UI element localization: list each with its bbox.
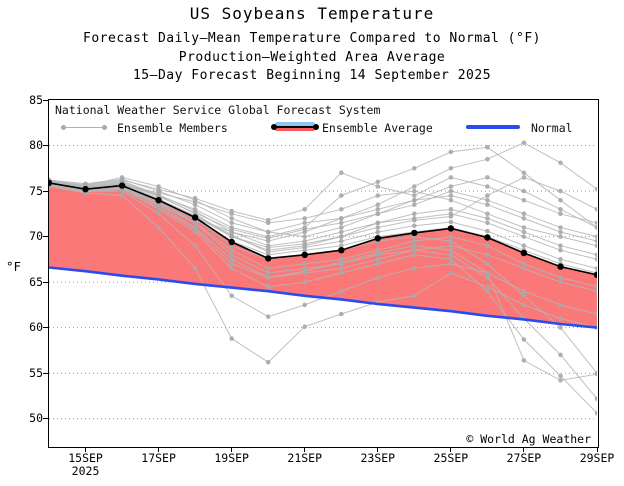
legend-source-label: National Weather Service Global Forecast… bbox=[55, 103, 381, 117]
x-tick-label: 17SEP bbox=[141, 451, 176, 465]
x-tick-mark bbox=[377, 446, 379, 452]
page-title: US Soybeans Temperature bbox=[189, 4, 435, 23]
plot-area bbox=[48, 99, 599, 448]
y-tick-label: 60 bbox=[29, 320, 43, 335]
x-tick-mark bbox=[231, 446, 233, 452]
x-tick-mark bbox=[523, 446, 525, 452]
y-tick-label: 85 bbox=[29, 92, 43, 107]
x-tick-label: 19SEP bbox=[214, 451, 249, 465]
temperature-chart bbox=[49, 140, 597, 420]
normal-line-icon bbox=[466, 125, 520, 129]
y-tick-mark bbox=[43, 327, 48, 329]
y-tick-mark bbox=[43, 236, 48, 238]
subtitle-period: 15–Day Forecast Beginning 14 September 2… bbox=[132, 68, 492, 83]
y-tick-mark bbox=[43, 145, 48, 147]
x-tick-mark bbox=[158, 446, 160, 452]
y-tick-mark bbox=[43, 372, 48, 374]
legend-ensemble-average-label: Ensemble Average bbox=[322, 121, 433, 135]
y-tick-label: 50 bbox=[29, 411, 43, 426]
y-tick-label: 55 bbox=[29, 365, 43, 380]
x-tick-label: 23SEP bbox=[360, 451, 396, 465]
x-tick-label: 15SEP bbox=[68, 451, 103, 465]
x-tick-label: 27SEP bbox=[506, 451, 542, 465]
x-tick-label: 21SEP bbox=[287, 451, 323, 465]
ensemble-members-line-icon bbox=[61, 122, 107, 132]
ensemble-average-band-icon bbox=[271, 121, 319, 133]
x-tick-label: 25SEP bbox=[433, 451, 469, 465]
legend-normal-label: Normal bbox=[531, 121, 573, 135]
y-tick-label: 75 bbox=[29, 183, 43, 198]
y-tick-mark bbox=[43, 281, 48, 283]
copyright-notice: © World Ag Weather bbox=[466, 432, 591, 446]
y-tick-label: 80 bbox=[29, 138, 43, 153]
y-tick-mark bbox=[43, 190, 48, 192]
y-tick-label: 65 bbox=[29, 274, 43, 289]
x-tick-label: 29SEP bbox=[579, 451, 615, 465]
subtitle-area: Production–Weighted Area Average bbox=[178, 50, 446, 65]
y-axis-unit-label: °F bbox=[6, 259, 22, 274]
y-tick-label: 70 bbox=[29, 229, 43, 244]
x-tick-mark bbox=[304, 446, 306, 452]
subtitle-forecast: Forecast Daily–Mean Temperature Compared… bbox=[83, 31, 541, 46]
x-tick-mark bbox=[450, 446, 452, 452]
legend-ensemble-members-label: Ensemble Members bbox=[117, 121, 228, 135]
x-axis-year-label: 2025 bbox=[71, 464, 100, 478]
x-tick-mark bbox=[85, 446, 87, 452]
y-tick-mark bbox=[43, 99, 48, 101]
y-tick-mark bbox=[43, 418, 48, 420]
x-tick-mark bbox=[596, 446, 598, 452]
